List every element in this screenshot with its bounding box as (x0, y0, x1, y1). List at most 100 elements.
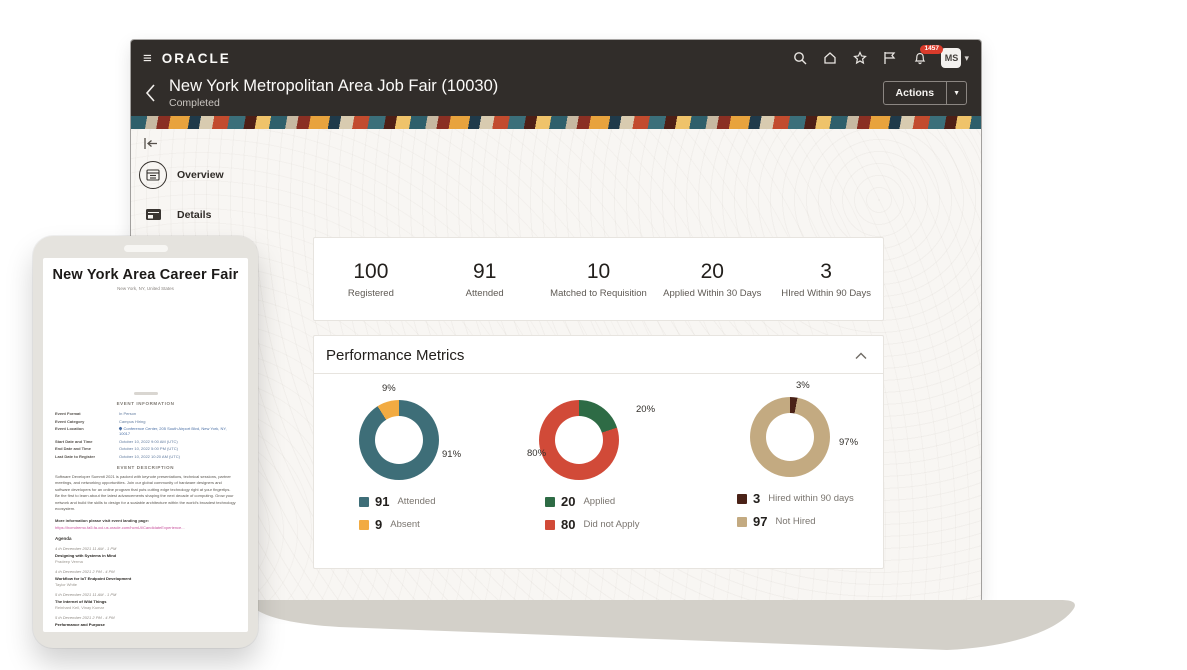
event-information-header: EVENT INFORMATION (116, 401, 175, 406)
search-icon[interactable] (791, 50, 808, 67)
collapse-chevron-up-icon[interactable] (855, 352, 867, 360)
info-row: End Date and Time October 10, 2022 5:00 … (55, 446, 236, 451)
stat-value: 20 (700, 259, 724, 283)
actions-dropdown-caret-icon[interactable]: ▼ (946, 82, 966, 104)
event-description: Software Developer Summit 2021 is packed… (55, 473, 236, 512)
main-content: Overview Details 100 Registered (131, 129, 981, 602)
donut-percent-label: 9% (382, 383, 396, 394)
agenda-title: Performance and Purpose (55, 621, 105, 627)
home-icon[interactable] (821, 50, 838, 67)
info-row: Event Location Conference Center, 205 So… (55, 426, 236, 436)
info-row: Event Format In Person (55, 411, 236, 416)
performance-metrics-card: Performance Metrics 9% 91% 20% 80% 3% 97… (313, 335, 884, 569)
stat-applied: 20 Applied Within 30 Days (655, 260, 769, 299)
flag-icon[interactable] (881, 50, 898, 67)
info-label: Last Date to Register (55, 453, 96, 459)
agenda-time: 4 th December 2021 11 AM - 1 PM (55, 546, 117, 552)
stat-label: Matched to Requisition (550, 287, 647, 299)
agenda-title: Designing with Systems in Mind (55, 552, 117, 558)
legend-label: Attended (397, 496, 436, 507)
stat-label: Attended (465, 287, 504, 299)
favorites-star-icon[interactable] (851, 50, 868, 67)
info-value-location[interactable]: Conference Center, 205 South Airport Blv… (118, 426, 227, 436)
sidebar-collapse-icon[interactable] (143, 137, 161, 151)
agenda-speaker: Pradeep Verma (55, 559, 83, 565)
stat-label: Registered (347, 287, 394, 299)
donut-percent-label: 80% (527, 448, 547, 459)
event-title: New York Area Career Fair (52, 267, 239, 283)
info-label: Event Location (55, 426, 84, 431)
legend-item: 80 Did not Apply (545, 517, 639, 532)
legend-value: 3 (753, 491, 761, 506)
sidebar-item-label: Overview (177, 169, 224, 181)
page-title: New York Metropolitan Area Job Fair (100… (169, 76, 499, 95)
legend-item: 20 Applied (545, 494, 639, 509)
laptop-screen: ≡ ORACLE (131, 40, 981, 602)
agenda-item: 4 th December 2021 2 PM - 4 PM Workflow … (43, 564, 248, 587)
more-info-label: More information please visit event land… (55, 518, 150, 524)
actions-button-label[interactable]: Actions (895, 87, 935, 99)
phone-device: New York Area Career Fair New York, NY, … (33, 236, 258, 648)
legend-label: Did not Apply (583, 519, 640, 530)
legend-value: 97 (753, 514, 768, 529)
details-icon (139, 203, 167, 227)
stat-value: 10 (586, 259, 611, 283)
info-row: Event Category Campus Hiring (55, 419, 236, 424)
chevron-down-icon: ▾ (964, 52, 969, 63)
back-button[interactable] (145, 80, 165, 106)
info-value: Campus Hiring (119, 418, 146, 424)
legend-label: Hired within 90 days (768, 493, 854, 504)
sidebar-item-details[interactable]: Details (139, 203, 211, 227)
stat-value: 3 (820, 259, 832, 283)
event-description-header: EVENT DESCRIPTION (116, 464, 175, 470)
donut-legend: 20 Applied 80 Did not Apply (545, 494, 639, 532)
stat-registered: 100 Registered (314, 260, 428, 299)
info-label: End Date and Time (55, 446, 91, 451)
agenda-item: 5 th December 2021 11 AM - 1 PM The Inte… (43, 587, 248, 610)
overview-icon (139, 161, 167, 189)
donut-legend: 3 Hired within 90 days 97 Not Hired (737, 491, 854, 529)
city-photo (43, 298, 248, 386)
event-information-table: Event Format In Person Event Category Ca… (43, 406, 248, 459)
legend-value: 80 (561, 517, 576, 532)
event-landing-page-link[interactable]: https://hcmdremo.fa5.fa.oci.us.oracle.co… (55, 525, 185, 531)
donut-percent-label: 91% (442, 449, 462, 460)
agenda-time: 5 th December 2021 2 PM - 4 PM (55, 615, 115, 621)
phone-screen: New York Area Career Fair New York, NY, … (43, 258, 248, 632)
app-topbar: ≡ ORACLE (131, 40, 981, 76)
event-location-subtitle: New York, NY, United States (117, 286, 174, 291)
legend-swatch (359, 519, 369, 530)
location-pin-icon (118, 426, 123, 431)
legend-label: Not Hired (775, 516, 816, 527)
oracle-logo: ORACLE (161, 50, 231, 66)
legend-swatch (545, 519, 555, 530)
decorative-banner-strip (131, 116, 981, 129)
donut-chart-hires (750, 397, 830, 477)
legend-value: 9 (375, 517, 383, 532)
agenda-time: 5 th December 2021 11 AM - 1 PM (55, 592, 117, 598)
hamburger-menu-icon[interactable]: ≡ (143, 49, 152, 67)
status-label: Completed (169, 97, 220, 110)
agenda-speaker: Reinhard Keil, Vinay Kumar (55, 605, 105, 611)
donut-percent-label: 3% (796, 380, 810, 391)
laptop-base (249, 600, 1075, 650)
info-value: In Person (119, 411, 137, 416)
topbar-actions: 1457 MS ▾ (791, 44, 969, 68)
info-value: October 10, 2022 9:00 AM (UTC) (119, 438, 178, 444)
stat-value: 91 (473, 259, 497, 283)
sidebar-item-overview[interactable]: Overview (139, 161, 224, 189)
legend-value: 91 (375, 494, 390, 509)
notifications-bell-icon[interactable]: 1457 (911, 44, 943, 67)
legend-item: 9 Absent (359, 517, 436, 532)
phone-speaker (123, 245, 168, 252)
agenda-item: 4 th December 2021 11 AM - 1 PM Designin… (43, 541, 248, 564)
avatar[interactable]: MS (941, 48, 962, 68)
stats-summary-card: 100 Registered 91 Attended 10 Matched to… (313, 237, 884, 321)
info-label: Start Date and Time (55, 438, 93, 444)
agenda-header: Agenda (55, 536, 72, 542)
actions-split-button[interactable]: Actions ▼ (882, 81, 967, 105)
info-label: Event Category (55, 418, 85, 424)
user-menu[interactable]: MS ▾ (941, 48, 969, 68)
agenda-speaker: Taylor White (55, 582, 78, 588)
